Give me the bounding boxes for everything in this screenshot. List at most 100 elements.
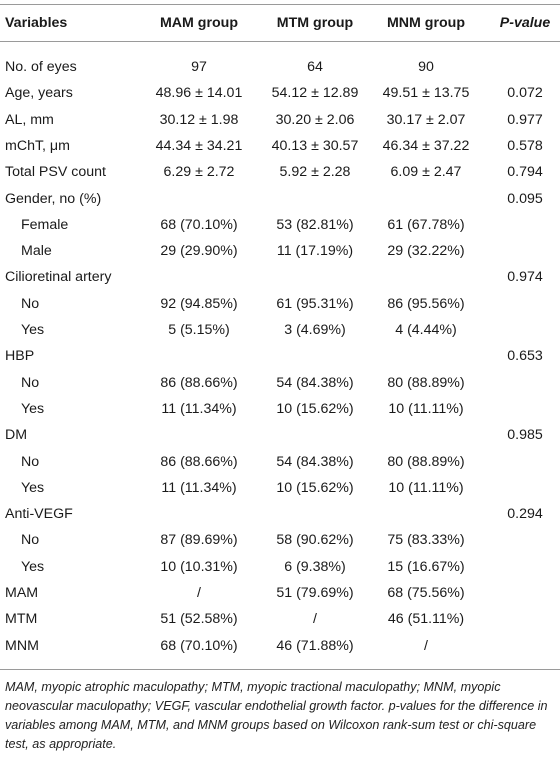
p-value-cell: 0.294 bbox=[507, 506, 543, 523]
mam-cell: 92 (94.85%) bbox=[160, 295, 238, 312]
table-row: Total PSV count 6.29 ± 2.72 5.92 ± 2.28 6.0… bbox=[0, 159, 560, 185]
mnm-cell: 80 (88.89%) bbox=[387, 453, 465, 470]
table-row: No 87 (89.69%) 58 (90.62%) 75 (83.33%) bbox=[0, 527, 560, 553]
mnm-cell: 86 (95.56%) bbox=[387, 295, 465, 312]
mnm-cell: 4 (4.44%) bbox=[395, 322, 457, 338]
p-value-cell: 0.985 bbox=[507, 427, 543, 444]
variable-cell: No bbox=[21, 374, 40, 391]
variable-cell: Male bbox=[21, 243, 52, 260]
table-row: MAM / 51 (79.69%) 68 (75.56%) bbox=[0, 580, 560, 606]
mam-cell: 29 (29.90%) bbox=[160, 243, 238, 260]
table-header-row: Variables MAM group MTM group MNM group … bbox=[0, 10, 560, 36]
p-value-cell: 0.578 bbox=[507, 137, 543, 154]
mtm-cell: 61 (95.31%) bbox=[276, 295, 354, 312]
mtm-cell: 40.13 ± 30.57 bbox=[271, 137, 359, 154]
table-row: HBP 0.653 bbox=[0, 343, 560, 369]
variable-cell: Age, years bbox=[5, 85, 73, 102]
mtm-cell: 46 (71.88%) bbox=[276, 637, 354, 654]
variable-cell: AL, mm bbox=[5, 111, 54, 128]
table-row: No 92 (94.85%) 61 (95.31%) 86 (95.56%) bbox=[0, 291, 560, 317]
mam-cell: 97 bbox=[191, 59, 207, 75]
table-row: Cilioretinal artery 0.974 bbox=[0, 264, 560, 290]
p-value-cell: 0.653 bbox=[507, 348, 543, 365]
mam-cell: 51 (52.58%) bbox=[160, 611, 238, 628]
p-value-cell: 0.974 bbox=[507, 269, 543, 286]
header-mtm-group: MTM group bbox=[276, 15, 354, 31]
mtm-cell: 6 (9.38%) bbox=[284, 558, 346, 575]
table-row: Female 68 (70.10%) 53 (82.81%) 61 (67.78%) bbox=[0, 212, 560, 238]
mnm-cell: 29 (32.22%) bbox=[387, 243, 465, 260]
mnm-cell: 10 (11.11%) bbox=[388, 479, 464, 496]
mnm-cell: 75 (83.33%) bbox=[387, 532, 465, 549]
mnm-cell: 80 (88.89%) bbox=[387, 374, 465, 391]
table-row: DM 0.985 bbox=[0, 422, 560, 448]
mam-cell: 11 (11.34%) bbox=[161, 400, 237, 417]
header-p-value: P-value bbox=[499, 15, 551, 31]
variable-cell: MNM bbox=[5, 637, 39, 654]
mam-cell: 44.34 ± 34.21 bbox=[155, 137, 243, 154]
mam-cell: / bbox=[197, 585, 201, 601]
mtm-cell: 30.20 ± 2.06 bbox=[275, 111, 355, 128]
table-row: Anti-VEGF 0.294 bbox=[0, 501, 560, 527]
variable-cell: Anti-VEGF bbox=[5, 506, 73, 523]
table-row: No. of eyes 97 64 90 bbox=[0, 54, 560, 80]
variable-cell: No bbox=[21, 453, 40, 470]
table-row: No 86 (88.66%) 54 (84.38%) 80 (88.89%) bbox=[0, 370, 560, 396]
mam-cell: 11 (11.34%) bbox=[161, 479, 237, 496]
p-value-cell: 0.794 bbox=[507, 164, 543, 181]
mtm-cell: / bbox=[313, 611, 317, 628]
variable-cell: DM bbox=[5, 427, 28, 444]
mtm-cell: 64 bbox=[307, 59, 323, 75]
p-value-cell: 0.072 bbox=[507, 85, 543, 102]
variable-cell: Total PSV count bbox=[5, 164, 106, 181]
variable-cell: MAM bbox=[5, 585, 39, 601]
mnm-cell: 6.09 ± 2.47 bbox=[390, 164, 462, 181]
mam-cell: 48.96 ± 14.01 bbox=[155, 85, 243, 102]
mnm-cell: 68 (75.56%) bbox=[387, 585, 465, 601]
mnm-cell: 49.51 ± 13.75 bbox=[382, 85, 470, 102]
variable-cell: Cilioretinal artery bbox=[5, 269, 112, 286]
mtm-cell: 58 (90.62%) bbox=[276, 532, 354, 549]
table-row: AL, mm 30.12 ± 1.98 30.20 ± 2.06 30.17 ± 2.… bbox=[0, 107, 560, 133]
mtm-cell: 10 (15.62%) bbox=[276, 400, 354, 417]
header-rule bbox=[0, 41, 560, 42]
table-row: Gender, no (%) 0.095 bbox=[0, 186, 560, 212]
mtm-cell: 54 (84.38%) bbox=[276, 453, 354, 470]
mnm-cell: 10 (11.11%) bbox=[388, 400, 464, 417]
mtm-cell: 54.12 ± 12.89 bbox=[271, 85, 359, 102]
variable-cell: No. of eyes bbox=[5, 59, 77, 75]
mtm-cell: 54 (84.38%) bbox=[276, 374, 354, 391]
mam-cell: 68 (70.10%) bbox=[160, 216, 238, 233]
variable-cell: HBP bbox=[5, 348, 35, 365]
table-row: Male 29 (29.90%) 11 (17.19%) 29 (32.22%) bbox=[0, 238, 560, 264]
table-row: Yes 5 (5.15%) 3 (4.69%) 4 (4.44%) bbox=[0, 317, 560, 343]
mtm-cell: 51 (79.69%) bbox=[276, 585, 354, 601]
table-row: MTM 51 (52.58%) / 46 (51.11%) bbox=[0, 606, 560, 632]
variable-cell: Yes bbox=[21, 558, 45, 575]
mtm-cell: 10 (15.62%) bbox=[276, 479, 354, 496]
mnm-cell: 15 (16.67%) bbox=[387, 558, 465, 575]
bottom-rule bbox=[0, 669, 560, 670]
mam-cell: 5 (5.15%) bbox=[168, 322, 230, 338]
variable-cell: mChT, μm bbox=[5, 137, 70, 154]
p-value-cell: 0.977 bbox=[507, 111, 543, 128]
table-row: Yes 10 (10.31%) 6 (9.38%) 15 (16.67%) bbox=[0, 554, 560, 580]
top-rule bbox=[0, 4, 560, 5]
mnm-cell: 90 bbox=[418, 59, 434, 75]
header-variables: Variables bbox=[5, 15, 68, 31]
table-row: Yes 11 (11.34%) 10 (15.62%) 10 (11.11%) bbox=[0, 475, 560, 501]
mam-cell: 30.12 ± 1.98 bbox=[159, 111, 239, 128]
mtm-cell: 53 (82.81%) bbox=[276, 216, 354, 233]
mam-cell: 68 (70.10%) bbox=[160, 637, 238, 654]
mnm-cell: 46.34 ± 37.22 bbox=[382, 137, 470, 154]
variable-cell: Yes bbox=[21, 479, 45, 496]
variable-cell: Gender, no (%) bbox=[5, 190, 102, 207]
table-row: MNM 68 (70.10%) 46 (71.88%) / bbox=[0, 633, 560, 659]
variable-cell: Yes bbox=[21, 400, 45, 417]
header-mnm-group: MNM group bbox=[386, 15, 465, 31]
mam-cell: 6.29 ± 2.72 bbox=[163, 164, 235, 181]
mtm-cell: 5.92 ± 2.28 bbox=[279, 164, 351, 181]
mnm-cell: 46 (51.11%) bbox=[387, 611, 465, 628]
table-row: Yes 11 (11.34%) 10 (15.62%) 10 (11.11%) bbox=[0, 396, 560, 422]
